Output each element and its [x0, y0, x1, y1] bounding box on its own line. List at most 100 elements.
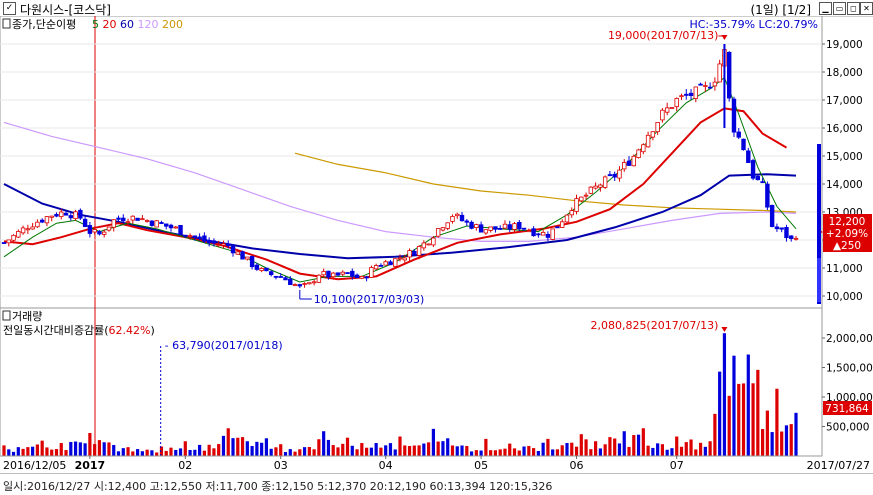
candle-body	[331, 272, 336, 278]
candle-body	[364, 276, 369, 279]
volume-bar	[35, 444, 39, 456]
volume-bar	[594, 441, 598, 456]
candle-body	[564, 214, 570, 223]
candles	[1, 44, 799, 289]
volume-bar	[632, 435, 636, 456]
status-bar: 일시:2016/12/27 시:12,400 고:12,550 저:11,700…	[0, 473, 873, 495]
price-axis: 19,00018,00017,00016,00015,00014,00013,0…	[822, 39, 863, 303]
candle-body	[550, 228, 555, 240]
volume-bar	[355, 449, 359, 456]
candle-body	[607, 174, 613, 177]
volume-bar	[326, 439, 331, 456]
volume-bar	[121, 448, 125, 456]
candle-body	[249, 256, 255, 268]
high-arrow	[721, 35, 728, 40]
candle-body	[626, 160, 632, 166]
price-tick-label: 17,000	[826, 95, 863, 107]
candle-body	[502, 223, 508, 229]
maximize-icon[interactable]: ◻	[847, 2, 860, 15]
high-annotation: 19,000(2017/07/13)	[608, 29, 718, 42]
minimize-icon[interactable]: ▁	[819, 2, 832, 15]
volume-bar	[245, 441, 249, 456]
volume-bar	[584, 439, 588, 456]
candle-body	[307, 282, 312, 285]
price-panel	[0, 16, 823, 309]
price-tick-label: 14,000	[826, 179, 863, 191]
candle-body	[30, 226, 35, 230]
restore-icon[interactable]: ▭	[833, 2, 846, 15]
volume-bar	[703, 446, 707, 456]
volume-bar	[236, 437, 240, 456]
volume-bar	[135, 449, 140, 456]
volume-bar	[54, 449, 59, 456]
candle-body	[388, 261, 393, 266]
volume-bar	[751, 383, 755, 456]
candle-body	[369, 267, 374, 278]
volume-bar	[469, 451, 474, 456]
check-icon[interactable]: ✓	[3, 2, 16, 15]
candle-body	[703, 85, 708, 87]
candle-body	[135, 217, 140, 221]
candle-body	[641, 144, 646, 153]
candle-body	[517, 221, 522, 230]
candle-body	[698, 83, 703, 86]
volume-bar	[350, 445, 354, 456]
candle-body	[16, 231, 21, 238]
volume-bar	[264, 438, 269, 456]
close-icon[interactable]: ✕	[860, 2, 873, 15]
candle-body	[560, 221, 565, 228]
volume-bar	[260, 442, 264, 456]
candle-body	[779, 227, 784, 230]
stock-chart[interactable]: 종가,단순이평 5 20 60 120 200 HC:-35.79% LC:20…	[0, 16, 873, 473]
candle-body	[755, 176, 761, 181]
volume-bar	[183, 441, 187, 456]
volume-bar	[298, 449, 302, 456]
candle-body	[540, 231, 546, 236]
candle-body	[383, 261, 388, 266]
volume-tick-label: 500,000	[826, 422, 869, 434]
last-volume: 731,864	[825, 403, 869, 415]
volume-bar	[689, 439, 693, 456]
candle-body	[216, 244, 221, 247]
candle-body	[588, 186, 594, 194]
candle-body	[774, 226, 780, 230]
page-indicator: (1일) [1/2]	[750, 3, 811, 17]
price-legend-prefix: 종가,단순이평	[12, 18, 76, 31]
candle-body	[259, 267, 264, 272]
volume-bar	[489, 450, 493, 456]
candle-body	[183, 234, 188, 237]
volume-bar	[670, 448, 674, 456]
volume-bar	[116, 451, 121, 456]
candle-body	[192, 235, 198, 238]
volume-bar	[345, 437, 350, 456]
candle-body	[230, 245, 236, 254]
candle-body	[202, 235, 207, 242]
volume-bar	[770, 432, 774, 456]
volume-bar	[775, 388, 779, 456]
candle-body	[688, 92, 694, 96]
volume-bar	[11, 451, 16, 456]
candle-body	[168, 224, 174, 229]
candle-body	[63, 212, 69, 216]
candle-body	[11, 234, 16, 241]
volume-bar	[193, 449, 197, 456]
candle-body	[78, 209, 83, 219]
volume-bar	[78, 442, 82, 456]
panel-toggle-icon[interactable]	[2, 310, 11, 321]
volume-bar	[789, 424, 793, 456]
volume-bar	[307, 446, 311, 456]
volume-bar	[665, 449, 669, 456]
volume-bar	[474, 450, 478, 456]
candle-body	[679, 95, 684, 98]
volume-bar	[732, 355, 736, 456]
candle-body	[197, 236, 202, 239]
volume-bar	[140, 451, 144, 456]
candle-body	[746, 150, 751, 164]
volume-bar	[240, 437, 245, 456]
volume-bar	[369, 447, 373, 456]
panel-toggle-icon[interactable]	[2, 18, 11, 29]
candle-body	[125, 221, 131, 224]
ma-legend-item: 120	[134, 18, 159, 31]
candle-body	[302, 283, 307, 285]
